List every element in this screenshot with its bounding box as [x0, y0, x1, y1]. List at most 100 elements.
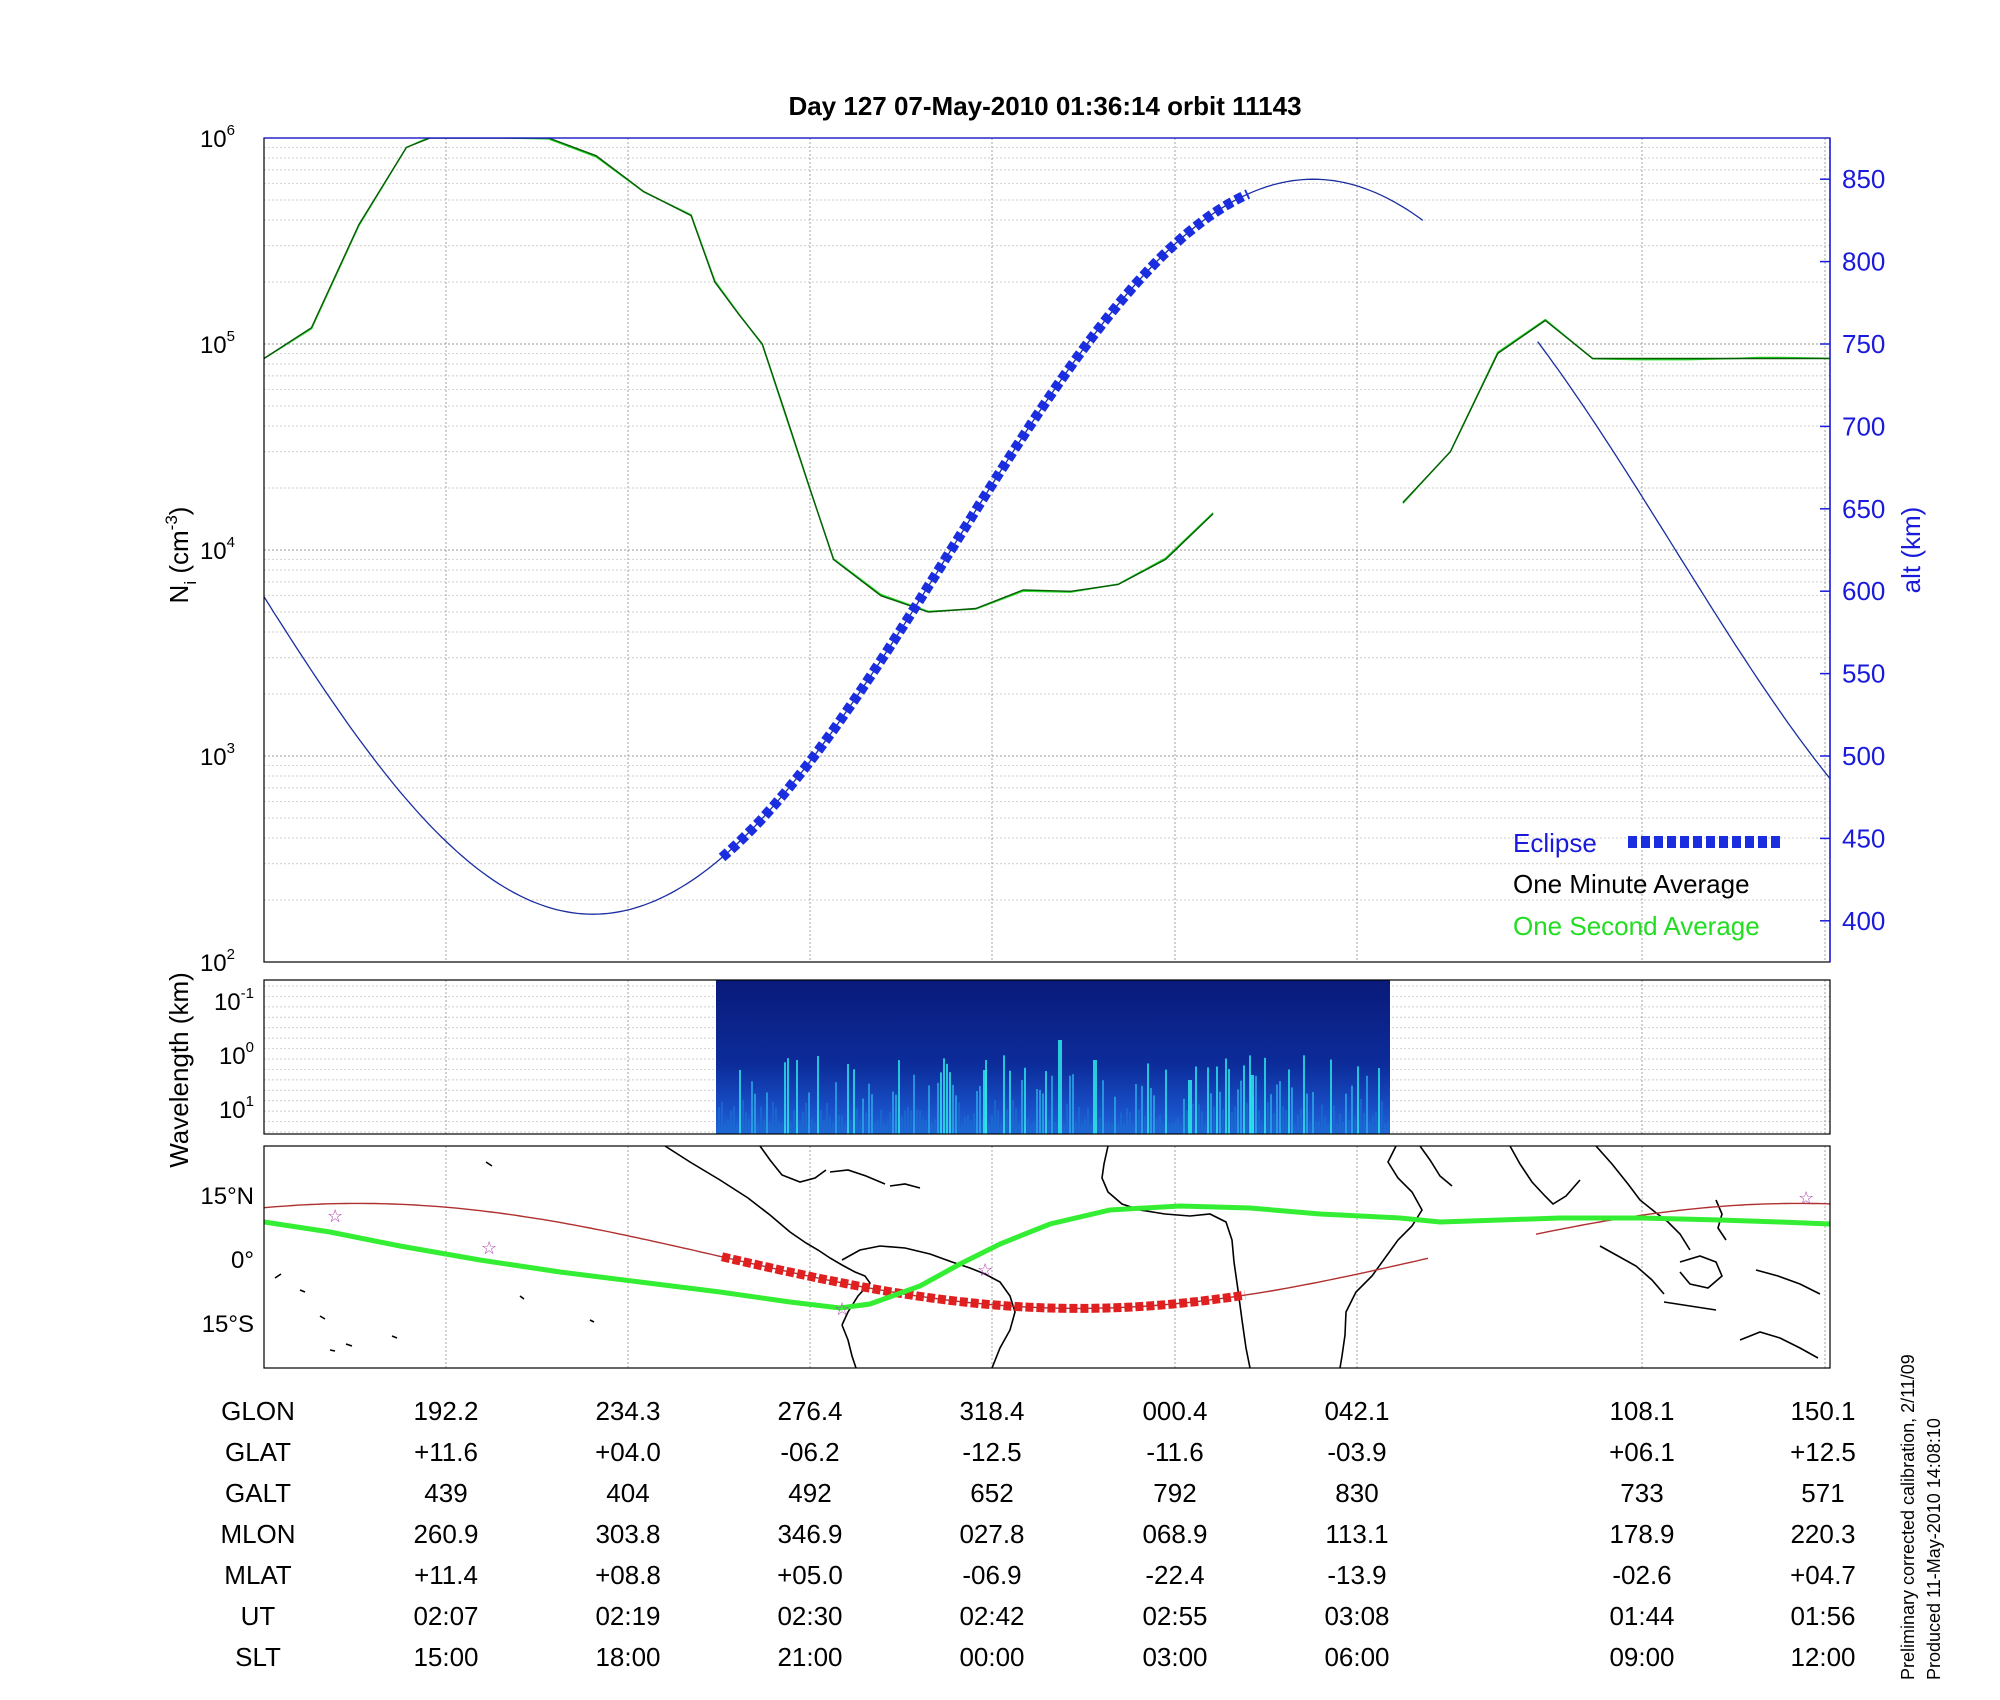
spectrogram-burst [847, 1063, 849, 1134]
spectrogram-burst [964, 1116, 966, 1134]
table-cell: +12.5 [1790, 1437, 1856, 1467]
spectrogram-burst [910, 1110, 912, 1134]
alt-tick-label: 550 [1842, 659, 1885, 689]
spectrogram-burst [988, 1123, 990, 1134]
table-cell: 150.1 [1790, 1396, 1855, 1426]
spectrogram-burst [1204, 1122, 1206, 1134]
spectrogram-burst [1027, 1119, 1029, 1134]
spectrogram-burst [1144, 1116, 1146, 1134]
spectrogram-burst [1210, 1093, 1212, 1134]
coastlines [274, 1146, 1821, 1368]
spectrogram-burst [1078, 1106, 1080, 1134]
spectrogram-burst [775, 1107, 777, 1134]
spectrogram-burst [1141, 1085, 1143, 1134]
chart-title: Day 127 07-May-2010 01:36:14 orbit 11143 [788, 91, 1301, 121]
table-cell: 346.9 [777, 1519, 842, 1549]
spectrogram-burst [1315, 1122, 1317, 1134]
spectrogram-burst [913, 1074, 915, 1134]
spectrogram-burst [940, 1072, 942, 1134]
magnetic-equator-line [264, 1203, 1830, 1311]
spectrogram-bursts [718, 1040, 1389, 1134]
spectrogram-burst [823, 1120, 825, 1134]
alt-tick-label: 850 [1842, 164, 1885, 194]
spectrogram-burst [769, 1122, 771, 1134]
spectrogram-burst [844, 1123, 846, 1134]
spectrogram-burst [790, 1122, 792, 1134]
spectrogram-burst [1084, 1118, 1086, 1134]
legend-one-second-label: One Second Average [1513, 911, 1760, 941]
table-cell: 276.4 [777, 1396, 842, 1426]
spectrogram-burst [850, 1120, 852, 1134]
spectrogram-burst [1228, 1069, 1230, 1134]
spectrogram-burst [1153, 1095, 1155, 1134]
spectrogram-burst [787, 1058, 789, 1134]
table-cell: 02:19 [595, 1601, 660, 1631]
spectrogram-burst [976, 1091, 978, 1134]
spectrogram-burst [1063, 1123, 1065, 1134]
spectrogram-burst [1219, 1091, 1221, 1134]
spectrogram-burst [1300, 1108, 1302, 1134]
spectrogram-burst [745, 1112, 747, 1134]
coast-borneo [1679, 1255, 1723, 1289]
spectrogram-burst [1090, 1123, 1092, 1134]
spectrogram-burst [1387, 1122, 1389, 1134]
spectrogram-burst [1282, 1106, 1284, 1134]
table-cell: 01:44 [1609, 1601, 1674, 1631]
spectrogram-burst [856, 1108, 858, 1134]
spectrogram-burst [1135, 1083, 1137, 1134]
spectrogram-burst [1012, 1099, 1014, 1134]
table-cell: +06.1 [1609, 1437, 1675, 1467]
table-cell: 00:00 [959, 1642, 1024, 1672]
coast-arabia [1419, 1146, 1453, 1187]
table-cell: 18:00 [595, 1642, 660, 1672]
table-cell: +04.7 [1790, 1560, 1856, 1590]
spectrogram-burst [1327, 1123, 1329, 1134]
coast-hispaniola [889, 1183, 921, 1189]
spectrogram-burst [1087, 1107, 1089, 1134]
density-y-label: Ni (cm-3) [162, 507, 200, 604]
spectrogram-burst [784, 1062, 786, 1134]
table-cell: 21:00 [777, 1642, 842, 1672]
spectrogram-burst [760, 1106, 762, 1134]
density-grid [264, 138, 1830, 963]
spectrogram-burst [739, 1069, 741, 1134]
spectrogram-burst [871, 1094, 873, 1134]
spectrogram-burst [1201, 1111, 1203, 1134]
table-cell: 492 [788, 1478, 831, 1508]
spectrogram-burst [1123, 1123, 1125, 1134]
spectrogram-burst [1174, 1121, 1176, 1134]
station-star-icon: ☆ [327, 1206, 343, 1226]
spectrogram-burst [808, 1092, 810, 1134]
spectrogram-burst [1264, 1057, 1266, 1134]
map-y-tick-15s: 15°S [202, 1311, 254, 1338]
alt-tick-label: 750 [1842, 329, 1885, 359]
station-star-icon: ☆ [1798, 1188, 1814, 1208]
spectrogram-y-label: Wavelength (km) [164, 972, 194, 1168]
alt-ticks: 400 450 500 550 600 650 700 750 800 850 [1820, 164, 1885, 936]
coast-sumatra [1599, 1245, 1665, 1295]
alt-tick-label: 700 [1842, 411, 1885, 441]
table-cell: +08.8 [595, 1560, 661, 1590]
table-cell: +04.0 [595, 1437, 661, 1467]
spectrogram-burst [1279, 1081, 1281, 1134]
spectrogram-burst [757, 1123, 759, 1134]
spectrogram-burst [1024, 1067, 1026, 1134]
spectrogram-burst [721, 1101, 723, 1134]
table-cell: -06.9 [962, 1560, 1021, 1590]
spectrogram-panel: 10-1 100 101 Wavelength (km) [164, 972, 1831, 1168]
spectrogram-burst [928, 1085, 930, 1134]
coast-java [1663, 1301, 1717, 1311]
table-cell: +11.4 [414, 1560, 478, 1590]
spectrogram-burst [865, 1112, 867, 1134]
spectrogram-burst [1111, 1124, 1113, 1134]
spectrogram-burst [754, 1093, 756, 1134]
spectrogram-burst [1378, 1068, 1380, 1134]
spectrogram-burst [1333, 1105, 1335, 1134]
table-cell: 113.1 [1325, 1519, 1388, 1549]
spectrogram-burst [1129, 1111, 1131, 1134]
spectrogram-burst [1188, 1080, 1192, 1134]
table-cell: 830 [1335, 1478, 1378, 1508]
spectrogram-burst [841, 1115, 843, 1134]
spectrogram-burst [1288, 1069, 1290, 1134]
spectrogram-burst [1069, 1075, 1071, 1134]
